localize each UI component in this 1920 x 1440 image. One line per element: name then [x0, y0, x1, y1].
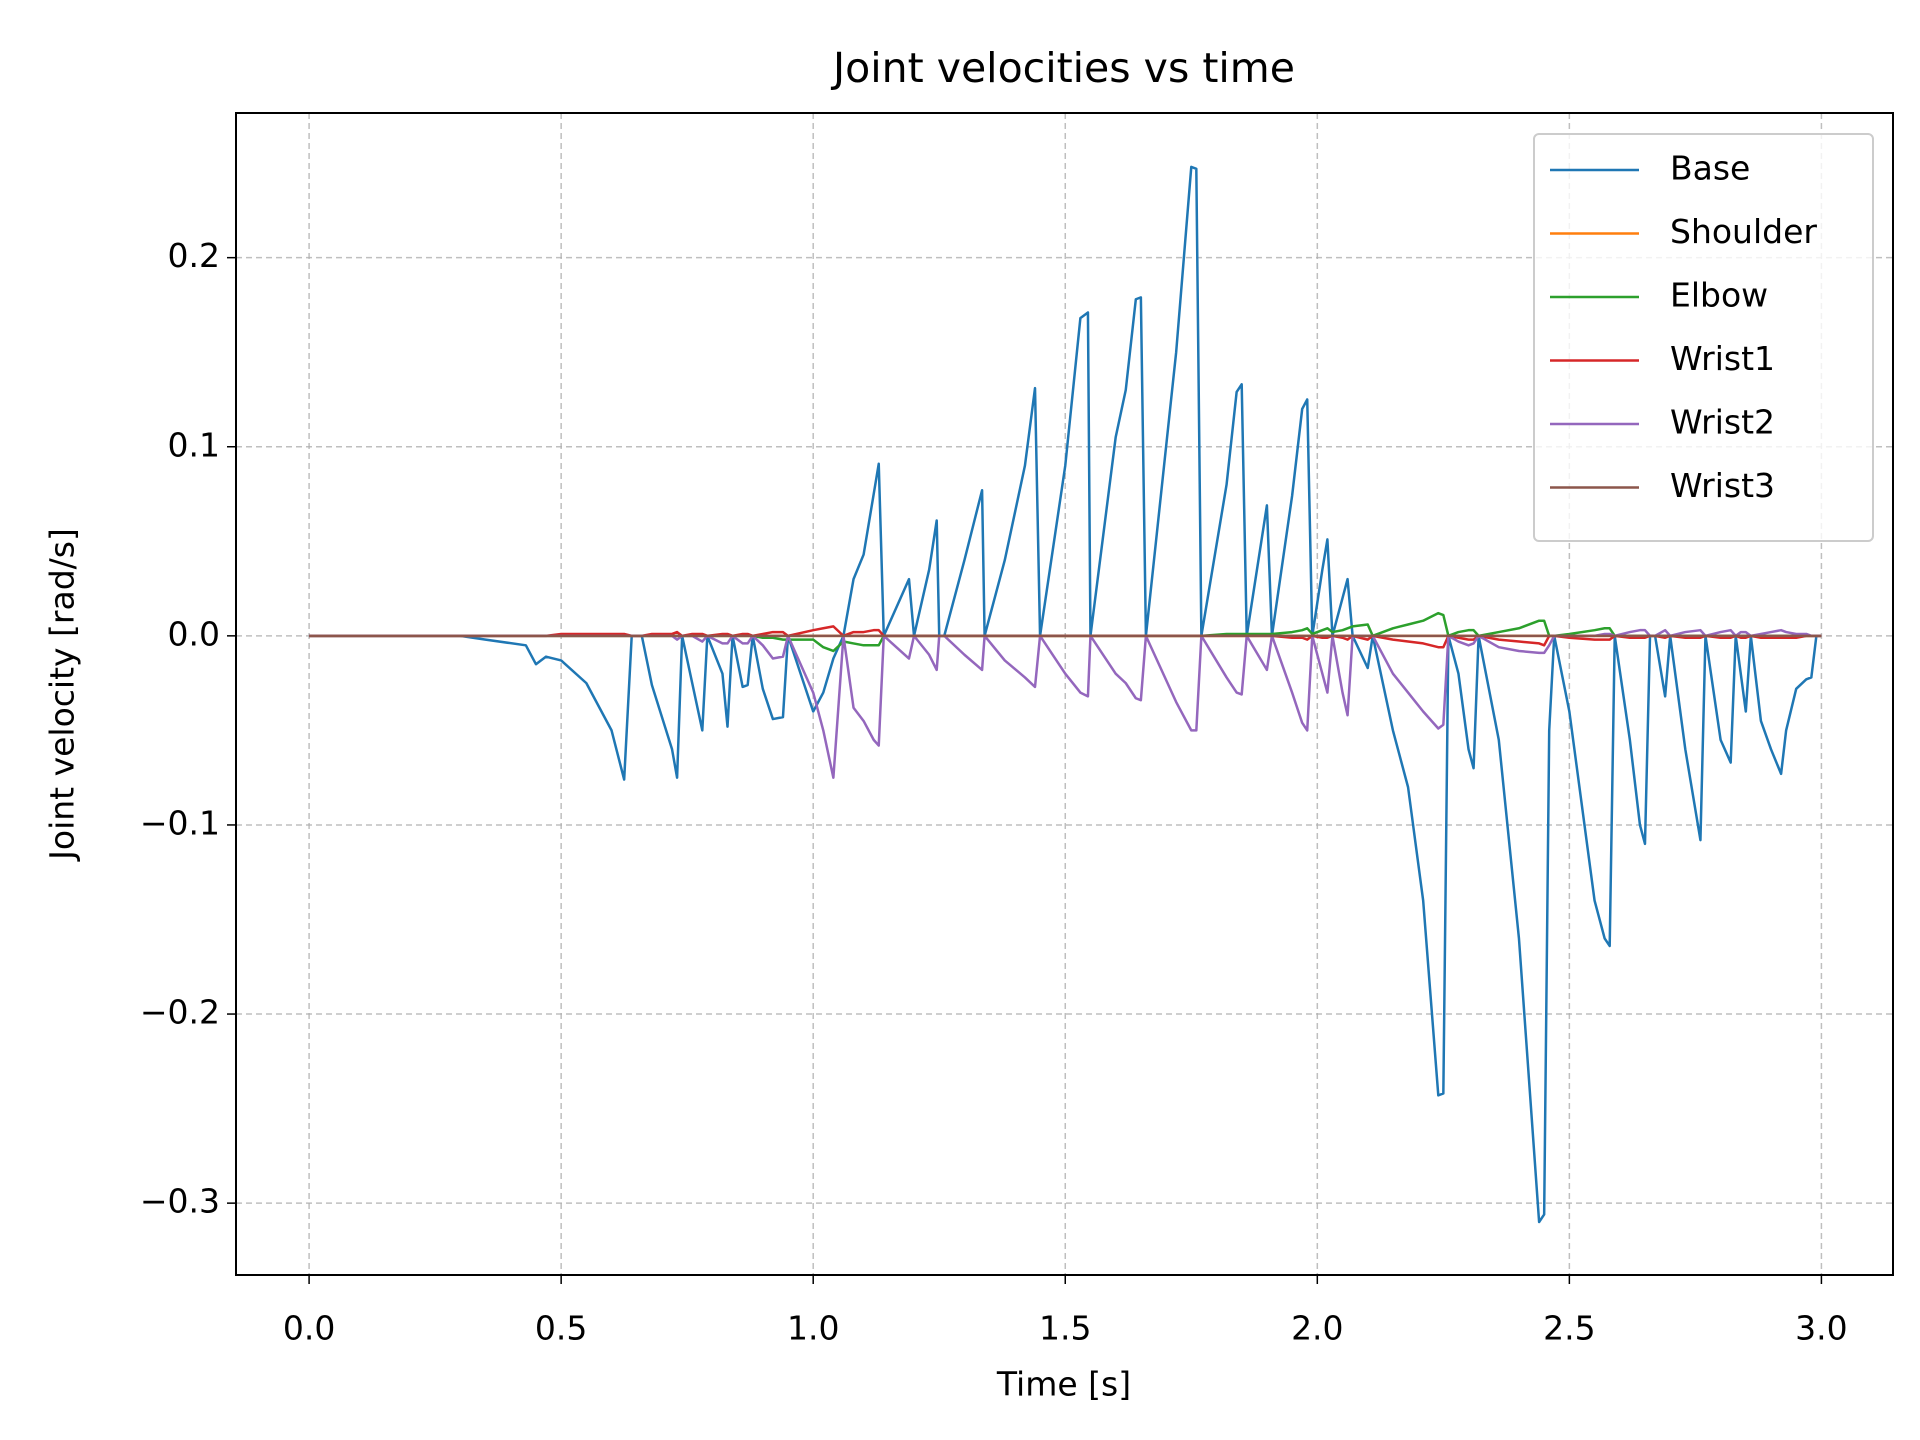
x-axis-label: Time [s]	[996, 1365, 1131, 1404]
x-tick-label: 1.0	[787, 1309, 839, 1348]
x-tick-label: 2.0	[1291, 1309, 1343, 1348]
y-tick-label: 0.0	[168, 614, 220, 653]
legend-label: Wrist2	[1670, 403, 1775, 442]
x-tick-label: 3.0	[1795, 1309, 1847, 1348]
plot-frame	[235, 112, 1894, 1276]
chart-title: Joint velocities vs time	[830, 44, 1295, 92]
legend-label: Elbow	[1670, 276, 1768, 315]
y-tick-label: 0.2	[168, 236, 220, 275]
y-tick-label: −0.3	[140, 1182, 220, 1221]
legend-label: Shoulder	[1670, 212, 1817, 251]
x-tick-label: 2.5	[1543, 1309, 1595, 1348]
y-axis-label: Joint velocity [rad/s]	[43, 528, 82, 862]
legend: Base Shoulder Elbow Wrist1 Wrist2 Wrist3	[1533, 133, 1874, 542]
x-tick-label: 0.5	[535, 1309, 587, 1348]
series-line	[309, 165, 1822, 1224]
x-tick-label: 1.5	[1039, 1309, 1091, 1348]
y-tick-label: 0.1	[168, 425, 220, 464]
legend-box	[1533, 133, 1874, 542]
legend-label: Base	[1670, 149, 1750, 188]
y-tick-label: −0.1	[140, 803, 220, 842]
legend-label: Wrist3	[1670, 466, 1775, 505]
x-tick-label: 0.0	[283, 1309, 335, 1348]
y-tick-label: −0.2	[140, 993, 220, 1032]
legend-label: Wrist1	[1670, 339, 1775, 378]
